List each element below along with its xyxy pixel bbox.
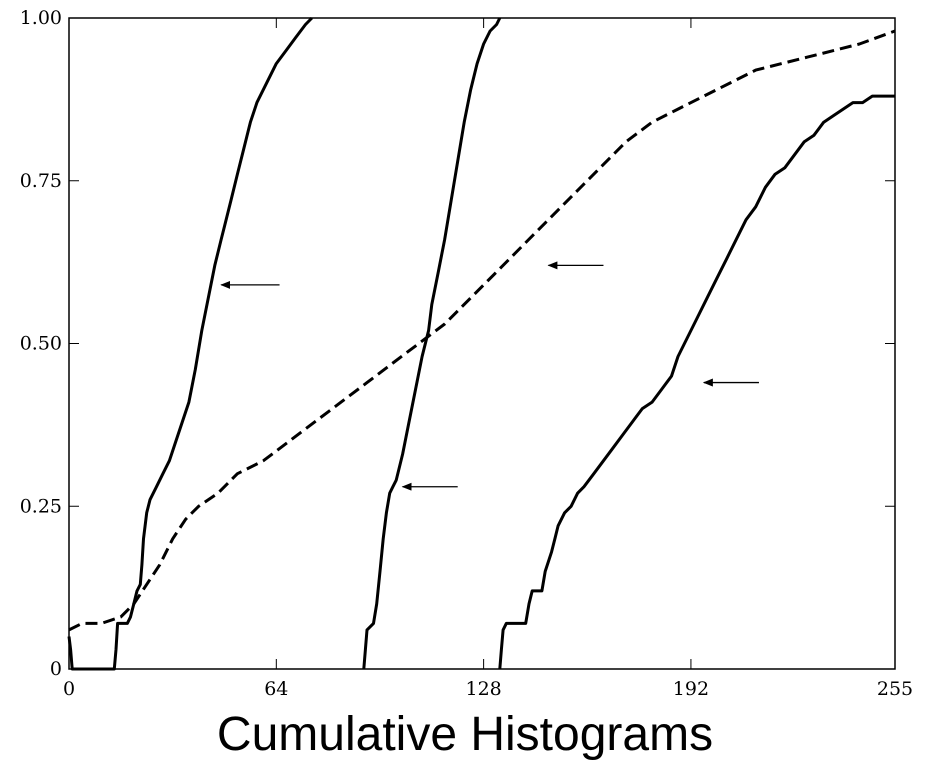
y-tick-label: 0.50	[20, 333, 62, 355]
x-tick-label: 255	[877, 678, 913, 700]
y-tick-label: 1.00	[20, 7, 62, 29]
y-tick-label: 0.25	[20, 495, 62, 517]
x-tick-label: 192	[673, 678, 709, 700]
y-tick-label: 0	[50, 658, 62, 680]
axis-ticks: 0 64 128 192 255 0 0.25 0.50 0.75 1.00	[20, 7, 913, 700]
x-tick-label: 128	[465, 678, 501, 700]
x-tick-label: 64	[264, 678, 288, 700]
series-group	[67, 16, 896, 671]
cumulative-histogram-chart: 0 64 128 192 255 0 0.25 0.50 0.75 1.00	[20, 7, 913, 700]
annotation-arrows	[220, 261, 759, 491]
series-line-4	[68, 29, 896, 632]
y-tick-label: 0.75	[20, 170, 62, 192]
plot-frame	[68, 17, 896, 670]
chart-caption: Cumulative Histograms	[216, 708, 714, 761]
x-tick-label: 0	[63, 678, 75, 700]
series-line-2	[362, 17, 502, 670]
series-line-3	[498, 94, 895, 670]
series-line-1	[67, 16, 313, 671]
